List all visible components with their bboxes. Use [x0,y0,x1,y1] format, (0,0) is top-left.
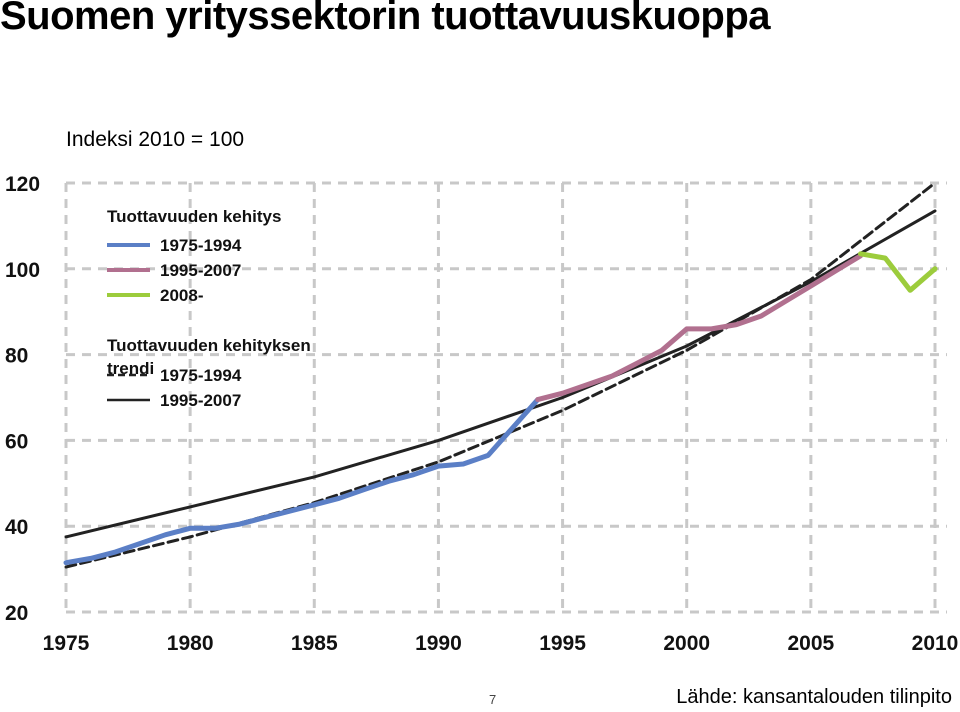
series-line-trendi-1995-2007 [64,209,937,539]
y-axis: 20 40 60 80 100 120 [5,173,40,625]
y-tick-label: 80 [5,345,28,368]
legend-heading-trendi-line2: trendi [107,359,154,378]
legend-heading-trendi: Tuottavuuden kehityksen trendi [107,336,315,378]
legend-label-trendi-1995-2007: 1995-2007 [160,391,241,410]
x-tick-label: 1975 [43,632,90,655]
x-tick-label: 1985 [291,632,338,655]
x-tick-label: 2010 [912,632,959,655]
x-tick-label: 2005 [787,632,834,655]
x-axis: 1975 1980 1985 1990 1995 2000 2005 2010 [43,632,959,655]
x-tick-label: 2000 [663,632,710,655]
chart-subtitle: Indeksi 2010 = 100 [66,128,245,151]
series-line-kehitys-1995-2007 [535,253,863,403]
page-number: 7 [489,692,497,707]
legend-label-kehitys-1975-1994: 1975-1994 [160,236,242,255]
series-line-kehitys-2008 [858,251,938,293]
legend-label-trendi-1975-1994: 1975-1994 [160,366,242,385]
y-tick-label: 40 [5,516,28,539]
legend: Tuottavuuden kehitys 1975-1994 1995-2007… [107,207,315,410]
legend-heading-kehitys: Tuottavuuden kehitys [107,207,281,226]
x-tick-label: 1990 [415,632,462,655]
x-tick-label: 1995 [539,632,586,655]
legend-label-kehitys-1995-2007: 1995-2007 [160,261,241,280]
series-layer [63,181,938,569]
y-tick-label: 100 [5,259,40,282]
legend-label-kehitys-2008: 2008- [160,286,203,305]
legend-heading-trendi-line1: Tuottavuuden kehityksen [107,336,311,355]
y-tick-label: 120 [5,173,40,196]
series-line-kehitys-1975-1994 [63,397,541,566]
slide-title: Suomen yrityssektorin tuottavuuskuoppa [0,0,771,38]
source-note: Lähde: kansantalouden tilinpito [676,686,952,708]
y-tick-label: 60 [5,430,28,453]
x-tick-label: 1980 [167,632,214,655]
y-tick-label: 20 [5,602,28,625]
